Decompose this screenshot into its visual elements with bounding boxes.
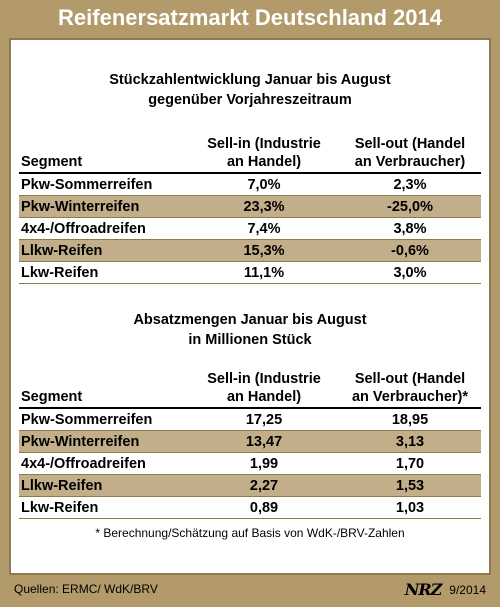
table-row: Pkw-Sommerreifen 7,0% 2,3% [19,173,481,196]
sell-in-cell: 11,1% [189,261,339,284]
section-heading-line-1: Stückzahlentwicklung Januar bis August [109,72,391,88]
column-header-sell-in: Sell-in (Industrie an Handel) [189,135,339,174]
sell-out-cell: -25,0% [339,195,481,218]
footnote: * Berechnung/Schätzung auf Basis von WdK… [95,526,405,540]
column-header-line: an Verbraucher) [354,154,466,170]
table-row: Pkw-Sommerreifen 17,25 18,95 [19,408,481,431]
nrz-logo: NRZ [404,580,443,599]
segment-cell: Pkw-Sommerreifen [19,173,189,196]
page-title: Reifenersatzmarkt Deutschland 2014 [0,0,500,37]
section-heading-line-1: Absatzmengen Januar bis August [133,312,367,328]
segment-cell: Lkw-Reifen [19,496,189,519]
sell-in-cell: 2,27 [189,474,339,497]
column-header-line: Sell-out (Handel [354,136,466,152]
column-header-line: Sell-in (Industrie [207,371,321,387]
publication-date: 9/2014 [449,582,486,597]
sell-out-cell: 3,8% [339,217,481,240]
column-header-line: Segment [21,154,83,170]
segment-cell: Llkw-Reifen [19,474,189,497]
column-header-line: an Handel) [226,154,302,170]
sell-out-cell: 3,13 [339,430,481,453]
section-heading-sales-volumes: Absatzmengen Januar bis August in Millio… [11,310,489,350]
column-header-line: Sell-out (Handel [354,371,466,387]
segment-cell: 4x4-/Offroadreifen [19,452,189,475]
sales-volumes-table: Segment Sell-in (Industrie an Handel) Se… [19,370,481,519]
sell-out-cell: -0,6% [339,239,481,262]
table-row: 4x4-/Offroadreifen 7,4% 3,8% [19,217,481,240]
column-header-segment: Segment [19,370,189,409]
column-header-sell-out: Sell-out (Handel an Verbraucher)* [339,370,481,409]
table-header-row: Segment Sell-in (Industrie an Handel) Se… [19,135,481,174]
tables-panel: Stückzahlentwicklung Januar bis August g… [9,38,491,575]
sell-out-cell: 1,03 [339,496,481,519]
segment-cell: Pkw-Sommerreifen [19,408,189,431]
source-note: Quellen: ERMC/ WdK/BRV [14,582,158,596]
column-header-line: an Verbraucher)* [351,389,469,405]
column-header-line: Segment [21,389,83,405]
table-row: Llkw-Reifen 2,27 1,53 [19,474,481,497]
credit: NRZ 9/2014 [405,580,486,599]
table-header-row: Segment Sell-in (Industrie an Handel) Se… [19,370,481,409]
sell-out-cell: 1,53 [339,474,481,497]
segment-cell: Pkw-Winterreifen [19,195,189,218]
column-header-line: an Handel) [226,389,302,405]
sell-in-cell: 7,4% [189,217,339,240]
sell-out-cell: 3,0% [339,261,481,284]
sell-in-cell: 15,3% [189,239,339,262]
sell-in-cell: 17,25 [189,408,339,431]
segment-cell: 4x4-/Offroadreifen [19,217,189,240]
table-row: Llkw-Reifen 15,3% -0,6% [19,239,481,262]
segment-cell: Pkw-Winterreifen [19,430,189,453]
sell-out-cell: 18,95 [339,408,481,431]
table-row: Lkw-Reifen 11,1% 3,0% [19,261,481,284]
sell-out-cell: 2,3% [339,173,481,196]
column-header-line: Sell-in (Industrie [207,136,321,152]
section-heading-line-2: in Millionen Stück [188,332,312,348]
table-row: Pkw-Winterreifen 23,3% -25,0% [19,195,481,218]
unit-development-table: Segment Sell-in (Industrie an Handel) Se… [19,135,481,284]
sell-in-cell: 1,99 [189,452,339,475]
section-heading-line-2: gegenüber Vorjahreszeitraum [148,92,352,108]
sell-in-cell: 13,47 [189,430,339,453]
sell-out-cell: 1,70 [339,452,481,475]
table-row: Pkw-Winterreifen 13,47 3,13 [19,430,481,453]
segment-cell: Lkw-Reifen [19,261,189,284]
sell-in-cell: 23,3% [189,195,339,218]
column-header-segment: Segment [19,135,189,174]
column-header-sell-out: Sell-out (Handel an Verbraucher) [339,135,481,174]
table-row: Lkw-Reifen 0,89 1,03 [19,496,481,519]
sell-in-cell: 7,0% [189,173,339,196]
table-row: 4x4-/Offroadreifen 1,99 1,70 [19,452,481,475]
column-header-sell-in: Sell-in (Industrie an Handel) [189,370,339,409]
section-heading-unit-development: Stückzahlentwicklung Januar bis August g… [11,70,489,110]
sell-in-cell: 0,89 [189,496,339,519]
segment-cell: Llkw-Reifen [19,239,189,262]
